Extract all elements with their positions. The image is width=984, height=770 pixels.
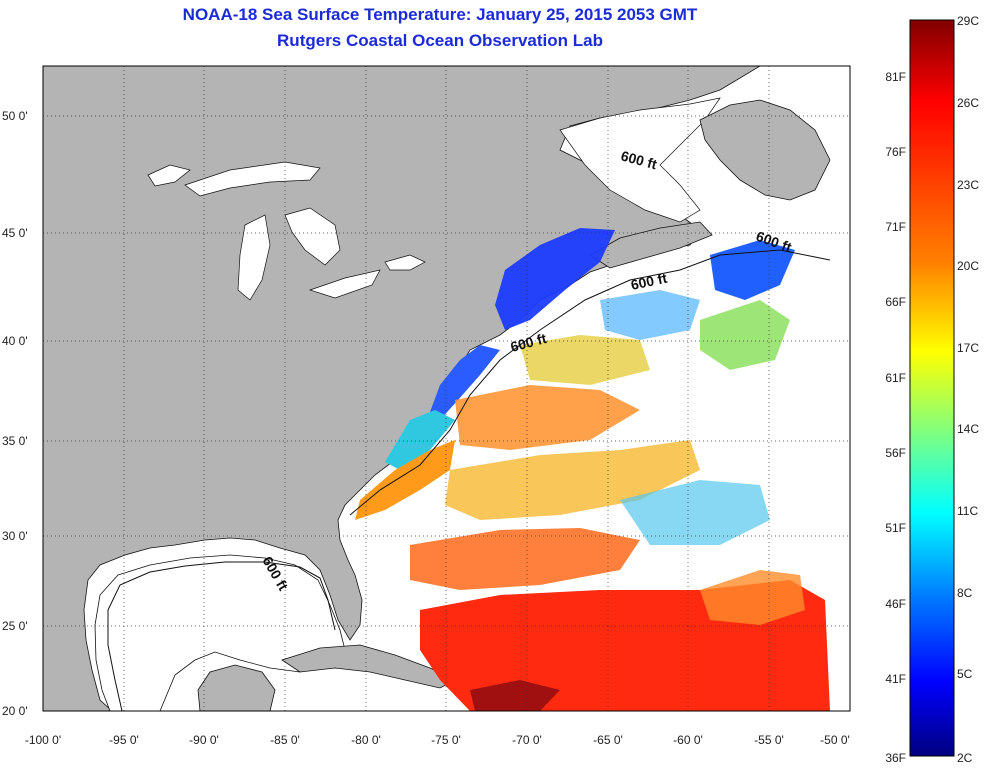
lat-label: 25 0' [2,619,28,633]
lat-label: 45 0' [2,226,28,240]
great-lakes [147,161,426,301]
colorbar-fahrenheit-labels: 81F 76F 71F 66F 61F 56F 51F 46F 41F 36F [885,70,906,765]
svg-text:36F: 36F [885,751,906,765]
latitude-labels: 50 0' 45 0' 40 0' 35 0' 30 0' 25 0' 20 0… [2,109,28,718]
st-lawrence-gulf [559,97,721,223]
colorbar-celsius-labels: 29C 26C 23C 20C 17C 14C 11C 8C 5C 2C [957,14,979,765]
graticule [43,66,850,711]
svg-text:5C: 5C [957,667,973,681]
lon-label: -75 0' [431,733,461,747]
yucatan-land [197,664,276,711]
svg-text:29C: 29C [957,14,979,28]
svg-text:14C: 14C [957,422,979,436]
lon-label: -50 0' [820,733,850,747]
svg-text:56F: 56F [885,446,906,460]
lon-label: -55 0' [754,733,784,747]
svg-text:8C: 8C [957,586,973,600]
nova-scotia-land [589,221,713,269]
lon-label: -100 0' [25,733,61,747]
lon-label: -85 0' [270,733,300,747]
sst-swath [355,228,830,711]
lon-label: -65 0' [593,733,623,747]
map-frame [42,65,851,712]
svg-text:23C: 23C [957,178,979,192]
lat-label: 40 0' [2,334,28,348]
svg-text:20C: 20C [957,259,979,273]
lat-label: 35 0' [2,434,28,448]
svg-text:66F: 66F [885,295,906,309]
svg-text:2C: 2C [957,751,973,765]
lon-label: -80 0' [351,733,381,747]
lat-label: 50 0' [2,109,28,123]
lon-label: -60 0' [673,733,703,747]
svg-text:26C: 26C [957,96,979,110]
isobath-contour [349,249,831,516]
svg-text:11C: 11C [957,504,978,518]
gulf-isobath-contour [107,561,336,711]
svg-text:81F: 81F [885,70,906,84]
svg-text:76F: 76F [885,145,906,159]
svg-text:17C: 17C [957,341,979,355]
colorbar [909,19,955,757]
map-title: NOAA-18 Sea Surface Temperature: January… [182,5,698,24]
lat-label: 30 0' [2,529,28,543]
svg-text:51F: 51F [885,521,906,535]
gulf-of-mexico [94,554,346,711]
lon-label: -70 0' [512,733,542,747]
svg-text:61F: 61F [885,371,906,385]
isobath-label-3: 600 ft [629,270,668,293]
svg-text:71F: 71F [885,220,906,234]
lon-label: -90 0' [189,733,219,747]
svg-text:41F: 41F [885,672,906,686]
lon-label: -95 0' [109,733,139,747]
svg-text:46F: 46F [885,597,906,611]
map-subtitle: Rutgers Coastal Ocean Observation Lab [277,31,603,50]
newfoundland-land [699,99,831,201]
longitude-labels: -100 0' -95 0' -90 0' -85 0' -80 0' -75 … [25,733,850,747]
lat-label: 20 0' [2,704,28,718]
